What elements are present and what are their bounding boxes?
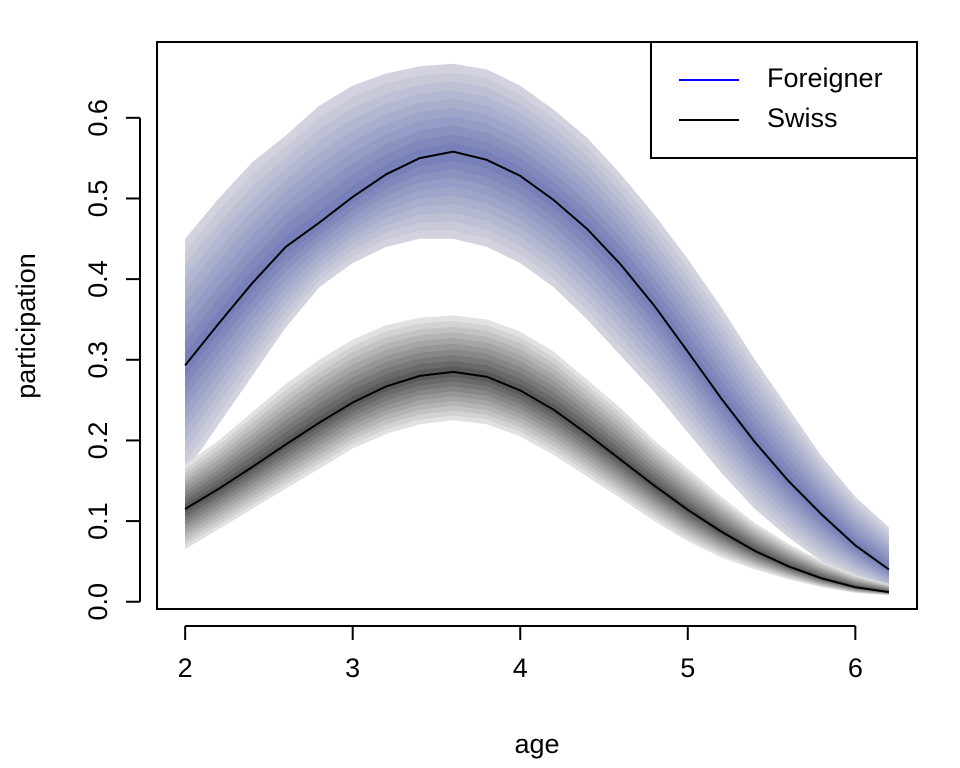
y-tick-label: 0.5: [83, 180, 113, 218]
x-tick-label: 2: [178, 653, 193, 683]
series-line: [184, 150, 890, 571]
plot-frame: [156, 41, 918, 610]
y-tick-label: 0.0: [83, 583, 113, 621]
y-tick-label: 0.6: [83, 99, 113, 137]
y-tick-label: 0.1: [83, 502, 113, 540]
x-axis-label: age: [514, 729, 559, 759]
x-tick-label: 6: [848, 653, 863, 683]
x-tick-label: 4: [513, 653, 528, 683]
y-axis-label: participation: [11, 253, 41, 399]
y-tick-label: 0.4: [83, 260, 113, 298]
series-line: [184, 370, 890, 594]
legend-label: Swiss: [767, 103, 838, 133]
band-shade: [185, 360, 889, 593]
y-tick-label: 0.3: [83, 341, 113, 379]
legend-box: [650, 41, 918, 159]
band-shade: [185, 354, 889, 593]
x-tick-label: 3: [345, 653, 360, 683]
y-tick-label: 0.2: [83, 422, 113, 460]
x-tick-label: 5: [680, 653, 695, 683]
legend-label: Foreigner: [767, 63, 883, 93]
